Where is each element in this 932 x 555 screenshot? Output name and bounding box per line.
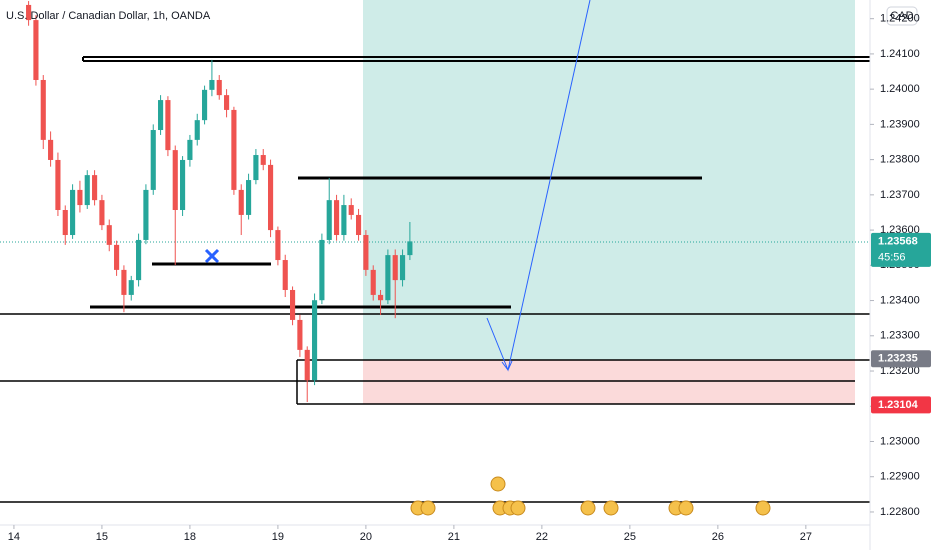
event-icons — [410, 476, 771, 516]
candle-body — [121, 269, 127, 295]
candle-body — [165, 100, 171, 151]
loss-zone — [363, 360, 855, 404]
candle-body — [172, 150, 178, 210]
candle-body — [399, 255, 406, 281]
candle-body — [326, 200, 332, 240]
candle-body — [290, 289, 296, 320]
candle-body — [99, 200, 105, 226]
candle-body — [77, 189, 83, 206]
currency[interactable]: CAD — [890, 10, 913, 22]
candle-body — [238, 189, 244, 215]
candle-body — [202, 89, 208, 121]
candle-body — [136, 239, 142, 281]
x-tick-label: 27 — [800, 531, 812, 543]
y-tick-label: 1.24000 — [880, 83, 920, 95]
candle-body — [180, 159, 186, 210]
y-tick-label: 1.23200 — [880, 365, 920, 377]
candle-body — [106, 225, 112, 245]
candle-body — [84, 175, 90, 206]
candle-body — [246, 180, 252, 215]
currency-button[interactable] — [886, 6, 918, 26]
candle-body — [62, 210, 68, 236]
y-tick-label: 1.22900 — [880, 471, 920, 483]
candle-body — [48, 139, 54, 160]
x-tick-label: 18 — [184, 531, 196, 543]
y-tick-label: 1.23300 — [880, 330, 920, 342]
price-label-box — [871, 350, 931, 368]
drawings — [0, 0, 870, 516]
candle-body — [194, 120, 200, 140]
y-tick-label: 1.23800 — [880, 154, 920, 166]
candle-body — [275, 230, 281, 261]
x-tick-label: 21 — [448, 531, 460, 543]
price-label-box — [871, 232, 931, 267]
candle-body — [253, 155, 259, 181]
candle-body — [341, 205, 347, 236]
candle-body — [92, 175, 98, 201]
price-label: 1.23104 — [878, 399, 919, 411]
candle-body — [282, 260, 288, 290]
candle-body — [304, 349, 310, 381]
candle-body — [40, 79, 46, 140]
y-tick-label: 1.22800 — [880, 506, 920, 518]
candle-body — [355, 214, 362, 236]
candle-body — [33, 20, 39, 80]
candle-body — [363, 235, 369, 270]
candle-body — [26, 4, 32, 21]
x-tick-label: 15 — [96, 531, 108, 543]
y-tick-label: 1.23400 — [880, 294, 920, 306]
candle-body — [407, 241, 413, 256]
y-tick-label: 1.24200 — [880, 13, 920, 25]
candle-body — [128, 280, 134, 295]
candle-body — [224, 95, 230, 110]
candle-body — [158, 100, 164, 131]
candle-body — [348, 205, 354, 215]
y-tick-label: 1.23700 — [880, 189, 920, 201]
candle-body — [370, 269, 376, 295]
candle-body — [260, 155, 266, 165]
candle-body — [231, 109, 237, 190]
price-label: 1.23568 — [878, 235, 918, 247]
candle-body — [377, 294, 384, 301]
candle-body — [216, 79, 222, 96]
candle-body — [187, 139, 193, 160]
price-label: 1.23235 — [878, 353, 918, 365]
x-marker — [204, 248, 220, 264]
y-tick-label: 1.24100 — [880, 48, 920, 60]
candle-body — [150, 130, 156, 190]
projection-arrow — [486, 0, 591, 372]
candle-body — [311, 300, 318, 381]
y-tick-label: 1.23000 — [880, 435, 920, 447]
candle-body — [319, 239, 325, 301]
chart-title: U.S. Dollar / Canadian Dollar, 1h, OANDA — [6, 10, 211, 22]
candle-body — [209, 79, 215, 90]
candle-body — [70, 189, 76, 236]
candle-body — [268, 164, 274, 231]
candle-body — [143, 189, 149, 240]
y-tick-label: 1.23900 — [880, 118, 920, 130]
price-countdown: 45:56 — [878, 251, 906, 263]
candle-body — [114, 244, 120, 270]
candle-body — [392, 255, 398, 281]
price-label-box — [871, 396, 931, 414]
x-tick-label: 14 — [8, 531, 20, 543]
candle-body — [333, 200, 340, 236]
x-tick-label: 22 — [536, 531, 548, 543]
candle-body — [385, 255, 391, 301]
x-tick-label: 20 — [360, 531, 372, 543]
x-tick-label: 25 — [624, 531, 636, 543]
candle-body — [297, 319, 303, 350]
x-tick-label: 26 — [712, 531, 724, 543]
x-tick-label: 19 — [272, 531, 284, 543]
candle-body — [55, 159, 61, 210]
